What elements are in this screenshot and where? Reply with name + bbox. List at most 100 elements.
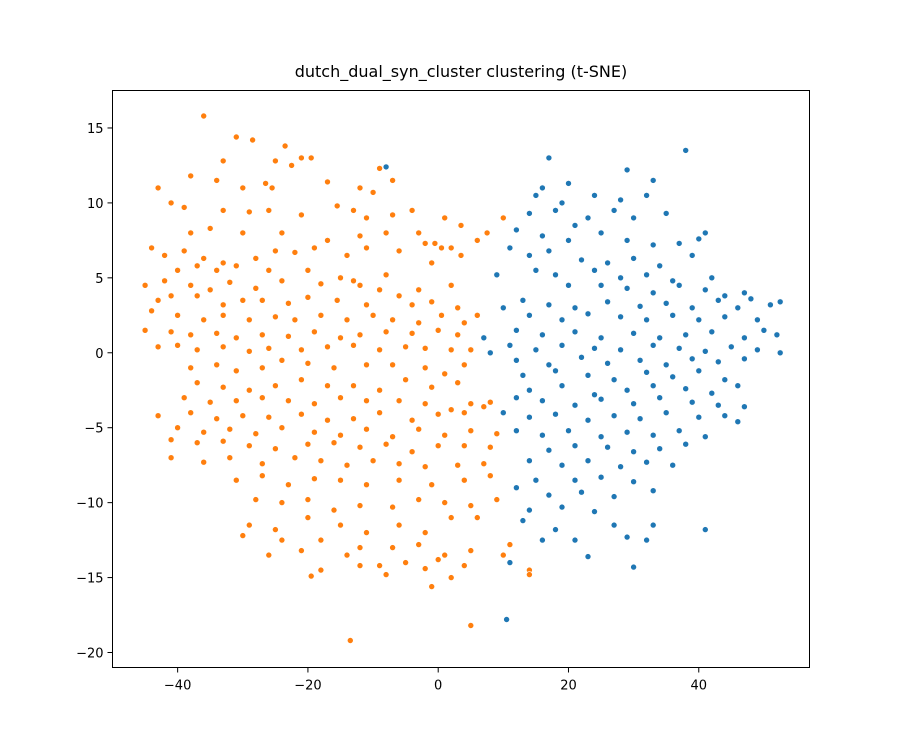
point-s1-153 bbox=[630, 448, 637, 456]
point-s0-104 bbox=[291, 316, 299, 324]
point-s1-174 bbox=[519, 517, 527, 524]
point-s0-75 bbox=[226, 278, 234, 286]
point-s0-167 bbox=[285, 397, 292, 405]
point-s1-69 bbox=[643, 316, 650, 324]
point-s1-19 bbox=[597, 229, 605, 237]
point-s1-14 bbox=[584, 214, 592, 222]
point-s0-133 bbox=[324, 343, 331, 351]
point-s1-4 bbox=[565, 180, 572, 187]
point-s0-242 bbox=[389, 503, 396, 511]
y-axis: −20 −15 −10 −5 0 5 10 15 bbox=[76, 122, 113, 662]
point-s0-10 bbox=[213, 177, 220, 184]
point-s1-157 bbox=[558, 461, 566, 469]
point-s0-49 bbox=[161, 252, 168, 259]
point-s0-135 bbox=[376, 346, 383, 354]
point-s1-99 bbox=[545, 361, 553, 369]
point-s1-167 bbox=[545, 491, 553, 499]
point-s1-78 bbox=[630, 329, 637, 337]
x-tick-label: 20 bbox=[560, 679, 577, 694]
point-s0-38 bbox=[239, 229, 247, 237]
point-s0-243 bbox=[415, 496, 423, 503]
point-s0-159 bbox=[376, 386, 383, 394]
point-s1-63 bbox=[776, 298, 784, 306]
point-s0-95 bbox=[428, 298, 436, 306]
point-s0-99 bbox=[174, 311, 181, 319]
point-s1-183 bbox=[584, 553, 592, 560]
point-s0-146 bbox=[330, 364, 338, 372]
chart-title: dutch_dual_syn_cluster clustering (t-SNE… bbox=[295, 62, 628, 82]
point-s1-134 bbox=[552, 410, 559, 418]
point-s0-100 bbox=[200, 316, 207, 324]
point-s1-34 bbox=[656, 262, 664, 270]
point-s0-123 bbox=[408, 329, 416, 337]
point-s0-74 bbox=[206, 286, 214, 294]
point-s0-244 bbox=[441, 499, 449, 506]
point-s0-103 bbox=[272, 313, 279, 321]
point-s0-181 bbox=[324, 416, 331, 424]
point-s0-227 bbox=[233, 476, 240, 484]
x-tick-label: −40 bbox=[164, 679, 191, 694]
point-s0-102 bbox=[246, 316, 253, 324]
point-s1-124 bbox=[539, 397, 546, 405]
point-s1-160 bbox=[643, 458, 650, 466]
point-s0-124 bbox=[434, 326, 442, 334]
point-s0-114 bbox=[187, 331, 194, 339]
point-s0-197 bbox=[389, 433, 396, 441]
point-s1-66 bbox=[558, 316, 566, 324]
point-s0-233 bbox=[395, 476, 403, 484]
point-s0-245 bbox=[467, 502, 475, 509]
point-s1-156 bbox=[526, 457, 533, 465]
point-s0-142 bbox=[233, 367, 240, 375]
point-s0-71 bbox=[141, 281, 149, 289]
point-s0-277 bbox=[421, 565, 429, 572]
point-s1-25 bbox=[675, 240, 683, 247]
point-s0-21 bbox=[180, 204, 188, 211]
point-s0-209 bbox=[356, 443, 364, 451]
point-s0-252 bbox=[395, 521, 403, 529]
point-s0-115 bbox=[213, 329, 220, 337]
point-s1-121 bbox=[708, 389, 716, 397]
point-s0-269 bbox=[402, 559, 409, 566]
point-s1-150 bbox=[545, 446, 553, 454]
point-s0-232 bbox=[363, 481, 370, 489]
point-s1-145 bbox=[597, 433, 605, 441]
point-s1-50 bbox=[721, 292, 729, 300]
point-s1-43 bbox=[493, 271, 501, 279]
point-s1-77 bbox=[597, 334, 605, 342]
point-s0-180 bbox=[298, 410, 305, 418]
point-s0-16 bbox=[356, 184, 364, 192]
point-s0-191 bbox=[226, 425, 234, 433]
point-s1-5 bbox=[539, 184, 546, 192]
point-s0-13 bbox=[324, 178, 331, 186]
point-s0-66 bbox=[304, 266, 312, 274]
point-s1-118 bbox=[623, 386, 631, 394]
point-s1-106 bbox=[741, 355, 748, 363]
point-s1-16 bbox=[630, 214, 637, 222]
point-s1-176 bbox=[610, 521, 618, 529]
point-s0-14 bbox=[239, 184, 247, 192]
point-s0-221 bbox=[343, 461, 351, 469]
point-s0-236 bbox=[486, 472, 494, 480]
point-s0-147 bbox=[363, 361, 370, 369]
point-s0-6 bbox=[272, 157, 279, 165]
point-s1-166 bbox=[513, 484, 520, 492]
point-s0-40 bbox=[324, 237, 331, 244]
point-s1-39 bbox=[617, 274, 624, 282]
point-s0-190 bbox=[200, 428, 207, 436]
point-s1-154 bbox=[656, 445, 664, 453]
point-s0-82 bbox=[447, 281, 455, 289]
point-s0-192 bbox=[252, 430, 260, 438]
point-s0-128 bbox=[193, 346, 201, 354]
point-s1-181 bbox=[623, 533, 631, 541]
point-s0-265 bbox=[265, 551, 273, 559]
point-s0-93 bbox=[395, 292, 403, 300]
y-tick-label: 15 bbox=[87, 122, 104, 137]
point-s0-259 bbox=[356, 544, 364, 551]
point-s1-23 bbox=[623, 237, 631, 244]
point-s1-97 bbox=[486, 349, 494, 357]
point-s0-219 bbox=[291, 454, 299, 462]
point-s0-79 bbox=[356, 281, 364, 289]
point-s0-86 bbox=[219, 301, 227, 309]
point-s0-200 bbox=[467, 427, 475, 435]
point-s0-178 bbox=[239, 412, 247, 420]
